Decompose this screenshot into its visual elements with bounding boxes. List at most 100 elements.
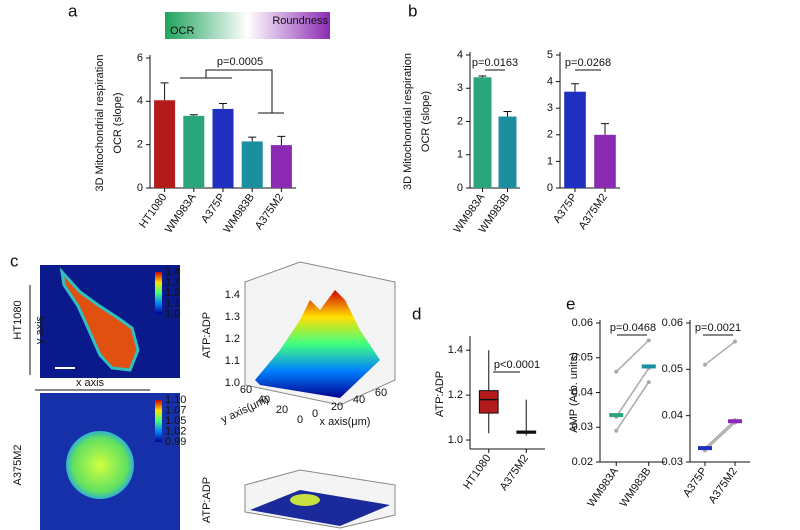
bar (241, 141, 263, 188)
z-tick-label: 1.1 (225, 355, 240, 367)
mean-marker (641, 364, 656, 369)
y-tick-label: 0.02 (572, 456, 593, 468)
surface-peak (290, 494, 320, 506)
bar (473, 77, 492, 188)
pair-line (615, 367, 650, 418)
y-axis-label: ATP:ADP (434, 371, 446, 417)
pair-point (614, 428, 619, 433)
colorbar (155, 272, 162, 314)
x-tick-label: WM983A (585, 465, 621, 509)
y-tick-label: 0.05 (572, 352, 593, 364)
colorbar-label: 1.10 (165, 394, 186, 406)
surface (255, 290, 380, 398)
y-tick-label: 3 (457, 82, 463, 94)
colorbar-label: 1.07 (165, 404, 186, 416)
colorbar-label: 0.99 (165, 436, 186, 448)
y-axis-label: OCR (slope) (420, 91, 432, 152)
x-tick-label: A375P (199, 192, 228, 226)
pair-line (615, 339, 650, 373)
y-tick-label: 0.03 (662, 456, 683, 468)
panel-c (29, 261, 396, 530)
z-tick-label: 1.2 (225, 333, 240, 345)
surface (250, 490, 390, 526)
pair-line (704, 419, 736, 449)
panel-label: b (408, 1, 417, 20)
pair-line (615, 381, 650, 432)
box (478, 390, 499, 414)
error-bar (478, 75, 487, 78)
x-tick-label: A375M2 (498, 453, 531, 493)
y-tick-label: 1.0 (448, 434, 463, 446)
pair-point (646, 380, 651, 385)
colorbar-label: 1.0 (165, 308, 180, 320)
p-value: p=0.0005 (217, 56, 263, 68)
p-value: p=0.0468 (610, 322, 656, 334)
panel-label: c (10, 251, 19, 270)
z-axis-label: ATP:ADP (201, 477, 213, 523)
y-tick-label: 4 (547, 76, 553, 88)
surface-x-tick: 60 (375, 387, 387, 399)
y-tick-label: 0.06 (662, 317, 683, 329)
surface-x-tick: 40 (353, 394, 365, 406)
cell-shape (59, 267, 140, 372)
error-bar (277, 135, 286, 146)
y-tick-label: 0.03 (572, 421, 593, 433)
y-axis-label: 3D Mitochondrial respiration (94, 55, 106, 192)
bar (183, 115, 205, 188)
mean-marker (609, 413, 624, 418)
colorbar-label: 1.3 (165, 276, 180, 288)
pair-point (733, 339, 737, 344)
x-tick-label: WM983B (618, 466, 654, 510)
y-tick-label: 0.04 (572, 386, 593, 398)
y-tick-label: 0 (137, 182, 143, 194)
bar (212, 108, 234, 188)
row-label: A375M2 (12, 445, 24, 486)
y-tick-label: 6 (137, 52, 143, 64)
gradient-bar (165, 12, 330, 39)
y-tick-label: 4 (137, 95, 143, 107)
pair-line (704, 340, 736, 366)
image-axis-label: y axis (34, 315, 46, 344)
bar (270, 145, 292, 188)
colorbar-label: 1.1 (165, 297, 180, 309)
y-tick-label: 1 (457, 149, 463, 161)
surface-x-tick: 20 (331, 401, 343, 413)
surface-y-label: y axis(μm) (219, 394, 270, 426)
bar (564, 91, 586, 188)
y-tick-label: 1.2 (448, 389, 463, 401)
p-bracket (180, 69, 284, 114)
pair-point (646, 338, 651, 343)
mean-marker (728, 419, 742, 424)
image-axis-label: x axis (76, 377, 105, 389)
cell-shape (66, 431, 134, 499)
colorbar-label: 1.02 (165, 425, 186, 437)
y-axis-label: OCR (slope) (112, 92, 124, 153)
bar (594, 134, 616, 188)
z-tick-label: 1.4 (225, 289, 240, 301)
pair-line (704, 422, 736, 451)
error-bar (571, 83, 579, 92)
colorbar-label: 1.2 (165, 287, 180, 299)
x-tick-label: A375M2 (707, 466, 740, 506)
surface-x-label: x axis(μm) (320, 416, 371, 428)
x-tick-label: HT1080 (461, 453, 493, 492)
y-axis-label: 3D Mitochondrial respiration (402, 53, 414, 190)
error-bar (601, 123, 609, 135)
y-tick-label: 2 (137, 139, 143, 151)
surface-x-tick: 0 (312, 408, 318, 420)
error-bar (160, 82, 169, 101)
mean-marker (698, 446, 712, 451)
colorbar-label: 1.4 (165, 266, 180, 278)
bar (498, 116, 517, 188)
z-tick-label: 1.3 (225, 311, 240, 323)
y-tick-label: 2 (457, 115, 463, 127)
surface-y-tick: 40 (258, 394, 270, 406)
error-bar (189, 114, 198, 116)
x-tick-label: A375M2 (253, 192, 286, 232)
gradient-label: OCR (170, 25, 195, 37)
pair-point (703, 362, 707, 367)
error-bar (248, 136, 257, 142)
y-tick-label: 0.06 (572, 317, 593, 329)
x-tick-label: A375M2 (577, 192, 610, 232)
